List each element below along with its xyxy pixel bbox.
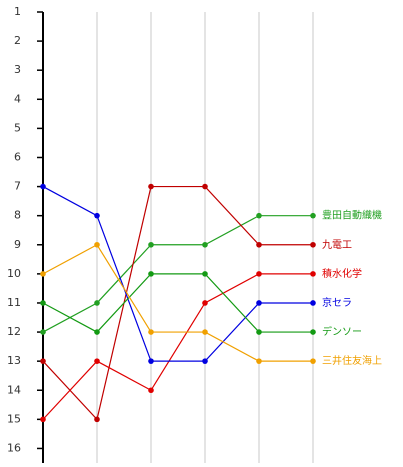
point [310,241,316,248]
point [310,271,316,277]
y-tick-label: 1 [14,5,21,18]
y-tick-label: 8 [14,209,21,222]
point [94,416,100,423]
legend-label: 三井住友海上 [322,354,382,367]
point [202,300,208,306]
point [202,183,208,190]
y-tick-label: 13 [7,354,21,367]
series-line [42,243,313,362]
point [148,358,154,364]
point [256,241,262,248]
point [310,358,316,364]
point [94,300,100,306]
point [256,300,262,306]
y-tick-label: 11 [7,296,21,309]
series-line [42,185,313,421]
point [94,212,100,219]
point [94,358,100,364]
point [256,329,262,335]
legend-label: デンソー [322,325,362,338]
point [202,241,208,248]
y-tick-label: 5 [14,121,21,134]
point [202,329,208,335]
point [202,271,208,277]
point [40,300,46,306]
series-line [42,273,313,420]
point [94,329,100,335]
point [40,183,46,190]
point [148,183,154,190]
y-tick-label: 2 [14,34,21,47]
point [148,271,154,277]
point [40,416,46,423]
point [256,212,262,219]
point [40,271,46,277]
legend-label: 豊田自動織機 [322,209,382,222]
point [148,241,154,248]
y-tick-label: 6 [14,150,21,163]
series-line [42,215,313,333]
point [256,358,262,364]
point [148,387,154,394]
point [310,212,316,219]
legend-label: 九電工 [322,239,352,251]
point [310,300,316,306]
legend-label: 京セラ [322,296,352,309]
point [40,358,46,364]
point [94,241,100,248]
point [310,329,316,335]
y-tick-label: 16 [7,441,21,454]
y-tick-label: 3 [14,63,21,76]
series-line [42,186,313,362]
point [148,329,154,335]
series-line [42,273,313,333]
y-tick-label: 10 [7,267,21,280]
y-tick-label: 7 [14,180,21,193]
point [40,329,46,335]
y-tick-label: 4 [14,92,21,105]
legend-label: 積水化学 [322,267,362,280]
y-tick-label: 14 [7,383,21,396]
y-tick-label: 9 [14,238,21,251]
y-tick-label: 12 [7,325,21,338]
point [256,271,262,277]
y-tick-label: 15 [7,412,21,425]
point [202,358,208,364]
